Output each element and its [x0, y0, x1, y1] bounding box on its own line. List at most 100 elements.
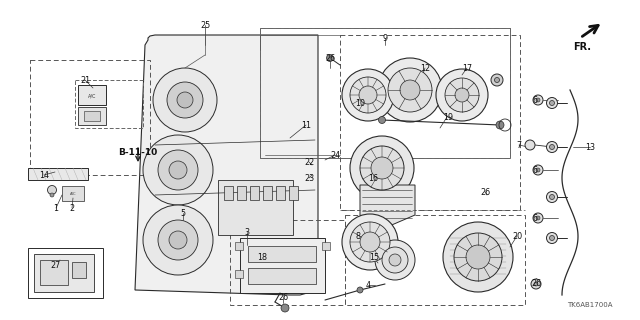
- Circle shape: [533, 213, 543, 223]
- Text: 12: 12: [420, 63, 430, 73]
- Circle shape: [455, 88, 469, 102]
- Bar: [230, 220, 345, 305]
- Circle shape: [350, 77, 386, 113]
- Text: TK6AB1700A: TK6AB1700A: [568, 302, 613, 308]
- Text: 10: 10: [355, 99, 365, 108]
- Circle shape: [371, 157, 393, 179]
- Circle shape: [281, 304, 289, 312]
- Text: 27: 27: [50, 261, 60, 270]
- Text: 25: 25: [200, 20, 210, 29]
- Text: 20: 20: [512, 231, 522, 241]
- Circle shape: [454, 233, 502, 281]
- Circle shape: [350, 136, 414, 200]
- Circle shape: [550, 236, 554, 241]
- Bar: [78, 85, 106, 105]
- Circle shape: [525, 140, 535, 150]
- Circle shape: [378, 58, 442, 122]
- Bar: [34, 254, 94, 292]
- Circle shape: [536, 98, 540, 102]
- Bar: [322, 242, 330, 250]
- Polygon shape: [135, 35, 318, 295]
- Circle shape: [50, 193, 54, 197]
- Bar: [263, 186, 272, 200]
- Bar: [340, 35, 520, 210]
- Circle shape: [177, 92, 193, 108]
- Text: 7: 7: [516, 140, 522, 149]
- Text: 22: 22: [304, 157, 314, 166]
- Circle shape: [342, 214, 398, 270]
- Text: A/C: A/C: [88, 93, 96, 99]
- Circle shape: [533, 95, 543, 105]
- Text: 13: 13: [585, 142, 595, 151]
- Circle shape: [350, 222, 390, 262]
- Text: 6: 6: [532, 95, 538, 105]
- Circle shape: [436, 69, 488, 121]
- Text: A/C: A/C: [70, 192, 76, 196]
- Bar: [72, 262, 86, 278]
- Circle shape: [375, 240, 415, 280]
- Bar: [30, 60, 150, 175]
- Text: 23: 23: [304, 173, 314, 182]
- Circle shape: [143, 205, 213, 275]
- Circle shape: [169, 231, 187, 249]
- Circle shape: [153, 68, 217, 132]
- Text: 15: 15: [369, 253, 379, 262]
- Text: 8: 8: [355, 231, 360, 241]
- Text: 26: 26: [325, 53, 335, 62]
- Text: 3: 3: [244, 228, 250, 236]
- Bar: [345, 215, 525, 305]
- Bar: [218, 180, 293, 235]
- Text: 26: 26: [278, 292, 288, 301]
- Circle shape: [547, 191, 557, 203]
- Bar: [250, 186, 259, 200]
- Bar: [40, 260, 68, 285]
- Text: 9: 9: [383, 34, 388, 43]
- Circle shape: [547, 141, 557, 153]
- Circle shape: [143, 135, 213, 205]
- Bar: [62, 186, 84, 201]
- Bar: [224, 186, 233, 200]
- Text: 17: 17: [462, 63, 472, 73]
- Circle shape: [169, 161, 187, 179]
- Circle shape: [445, 78, 479, 112]
- Bar: [235, 242, 243, 250]
- Text: 2: 2: [69, 204, 75, 212]
- Text: B-11-10: B-11-10: [118, 148, 157, 156]
- Text: 21: 21: [80, 76, 90, 84]
- Bar: [78, 107, 106, 125]
- Bar: [75, 80, 143, 128]
- Circle shape: [326, 54, 333, 61]
- Circle shape: [547, 98, 557, 108]
- Text: 4: 4: [365, 281, 371, 290]
- Circle shape: [382, 247, 408, 273]
- Text: 14: 14: [39, 171, 49, 180]
- Text: 26: 26: [480, 188, 490, 196]
- Bar: [28, 168, 88, 180]
- Circle shape: [531, 279, 541, 289]
- Bar: [240, 238, 325, 293]
- Text: 6: 6: [532, 165, 538, 174]
- Text: FR.: FR.: [573, 42, 591, 52]
- Bar: [289, 186, 298, 200]
- Circle shape: [536, 216, 540, 220]
- Circle shape: [550, 100, 554, 106]
- Circle shape: [547, 233, 557, 244]
- Circle shape: [533, 165, 543, 175]
- Bar: [276, 186, 285, 200]
- Circle shape: [496, 121, 504, 129]
- Text: 1: 1: [54, 204, 58, 212]
- Polygon shape: [360, 185, 415, 230]
- Bar: [84, 111, 100, 121]
- Text: 11: 11: [301, 121, 311, 130]
- Circle shape: [443, 222, 513, 292]
- Circle shape: [400, 80, 420, 100]
- Bar: [237, 186, 246, 200]
- Circle shape: [388, 68, 432, 112]
- Text: 16: 16: [368, 173, 378, 182]
- Circle shape: [536, 168, 540, 172]
- Bar: [235, 270, 243, 278]
- Circle shape: [534, 282, 538, 286]
- Text: 5: 5: [180, 209, 186, 218]
- Text: 6: 6: [532, 213, 538, 222]
- Circle shape: [357, 287, 363, 293]
